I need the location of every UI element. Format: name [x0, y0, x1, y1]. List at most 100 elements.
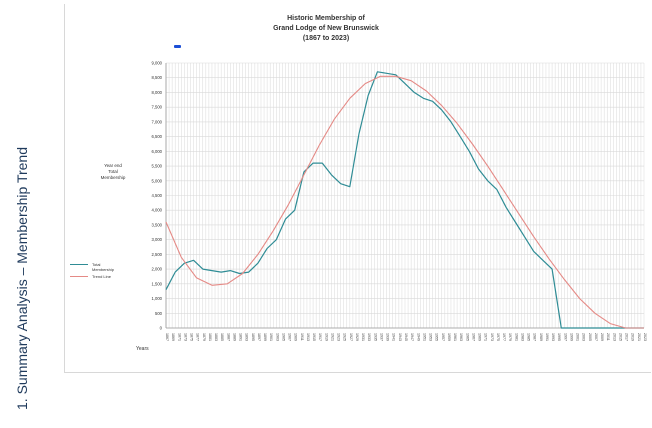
y-tick-label: 4,000	[152, 208, 163, 213]
x-tick-label: 1913	[306, 333, 310, 341]
legend-swatch-trend	[70, 276, 88, 277]
x-tick-label: 1961	[453, 333, 457, 341]
x-tick-label: 1975	[496, 333, 500, 341]
y-tick-label: 3,500	[152, 222, 163, 227]
x-tick-label: 1867	[165, 333, 169, 341]
y-tick-label: 3,000	[152, 237, 163, 242]
y-tick-label: 2,000	[152, 267, 163, 272]
x-tick-label: 1983	[520, 333, 524, 341]
x-axis-label: Years	[136, 346, 149, 352]
y-tick-label: 1,500	[152, 281, 163, 286]
x-tick-label: 1895	[251, 333, 255, 341]
x-tick-label: 1951	[422, 333, 426, 341]
x-tick-label: 1873	[183, 333, 187, 341]
y-tick-label: 6,500	[152, 134, 163, 139]
x-tick-label: 1937	[379, 333, 383, 341]
x-tick-label: 2009	[600, 333, 604, 341]
x-tick-label: 1967	[471, 333, 475, 341]
x-tick-label: 1979	[508, 333, 512, 341]
y-tick-label: 5,500	[152, 164, 163, 169]
x-tick-label: 1881	[208, 333, 212, 341]
y-tick-label: 7,000	[152, 119, 163, 124]
y-axis-label-line-1: Year end	[104, 163, 122, 168]
x-tick-label: 1963	[459, 333, 463, 341]
chart-title-line-3: (1867 to 2023)	[302, 35, 350, 42]
x-tick-label: 1893	[245, 333, 249, 341]
x-tick-label: 1909	[294, 333, 298, 341]
x-tick-label: 1999	[569, 333, 573, 341]
legend-item-total: Total Membership	[70, 262, 120, 272]
legend: Total Membership Trend Line	[70, 262, 120, 281]
y-tick-label: 8,500	[152, 75, 163, 80]
x-tick-label: 1935	[373, 333, 377, 341]
x-tick-label: 1959	[447, 333, 451, 341]
x-tick-label: 1949	[416, 333, 420, 341]
x-tick-label: 1941	[392, 333, 396, 341]
x-tick-label: 1995	[557, 333, 561, 341]
x-tick-label: 1917	[318, 333, 322, 341]
legend-label-trend: Trend Line	[92, 274, 111, 279]
x-tick-label: 2015	[618, 333, 622, 341]
x-tick-label: 1911	[300, 333, 304, 341]
x-tick-label: 1945	[404, 333, 408, 341]
x-tick-label: 1869	[171, 333, 175, 341]
x-tick-label: 1953	[429, 333, 433, 341]
chart-title-line-1: Historic Membership of	[287, 15, 365, 22]
x-tick-label: 1939	[386, 333, 390, 341]
y-tick-label: 1,000	[152, 296, 163, 301]
x-tick-label: 1969	[478, 333, 482, 341]
x-tick-label: 2005	[588, 333, 592, 341]
x-tick-label: 1927	[349, 333, 353, 341]
x-tick-label: 1977	[502, 333, 506, 341]
x-tick-label: 1875	[190, 333, 194, 341]
x-tick-label: 1923	[337, 333, 341, 341]
x-tick-label: 1947	[410, 333, 414, 341]
y-tick-label: 9,000	[152, 61, 163, 66]
x-tick-label: 2013	[612, 333, 616, 341]
x-tick-label: 1889	[232, 333, 236, 341]
y-tick-label: 5,000	[152, 178, 163, 183]
x-tick-label: 1879	[202, 333, 206, 341]
x-tick-label: 2007	[594, 333, 598, 341]
x-tick-label: 1973	[490, 333, 494, 341]
x-tick-label: 1965	[465, 333, 469, 341]
x-tick-label: 1925	[343, 333, 347, 341]
y-tick-label: 4,500	[152, 193, 163, 198]
x-tick-label: 1921	[330, 333, 334, 341]
y-axis-label-line-3: Membership	[100, 175, 126, 180]
x-tick-label: 1985	[527, 333, 531, 341]
x-tick-label: 1891	[239, 333, 243, 341]
x-tick-label: 1915	[312, 333, 316, 341]
x-tick-label: 1887	[226, 333, 230, 341]
x-tick-label: 1931	[361, 333, 365, 341]
x-tick-label: 2017	[625, 333, 629, 341]
legend-label-total: Total Membership	[92, 262, 115, 272]
y-axis-label-line-2: Total	[108, 169, 118, 174]
x-tick-label: 1897	[257, 333, 261, 341]
y-tick-label: 0	[160, 326, 163, 331]
x-tick-label: 1885	[220, 333, 224, 341]
chart-title-line-2: Grand Lodge of New Brunswick	[273, 25, 379, 32]
x-tick-label: 1955	[435, 333, 439, 341]
legend-swatch-total	[70, 264, 88, 265]
y-tick-label: 8,000	[152, 90, 163, 95]
series-line-trend	[165, 75, 644, 329]
y-tick-label: 7,500	[152, 105, 163, 110]
x-tick-label: 1933	[367, 333, 371, 341]
x-tick-label: 1903	[275, 333, 279, 341]
x-tick-label: 1907	[288, 333, 292, 341]
x-tick-label: 1991	[545, 333, 549, 341]
selection-marker	[174, 45, 181, 48]
chart-frame	[64, 4, 651, 373]
x-tick-label: 1981	[514, 333, 518, 341]
y-axis-label: Year end Total Membership	[88, 163, 138, 181]
legend-item-trend: Trend Line	[70, 274, 120, 279]
x-tick-label: 1905	[281, 333, 285, 341]
x-tick-label: 1997	[563, 333, 567, 341]
x-tick-label: 2021	[637, 333, 641, 341]
series-line-total	[165, 71, 644, 329]
x-tick-label: 1899	[263, 333, 267, 341]
x-tick-label: 1929	[355, 333, 359, 341]
x-tick-label: 1989	[539, 333, 543, 341]
